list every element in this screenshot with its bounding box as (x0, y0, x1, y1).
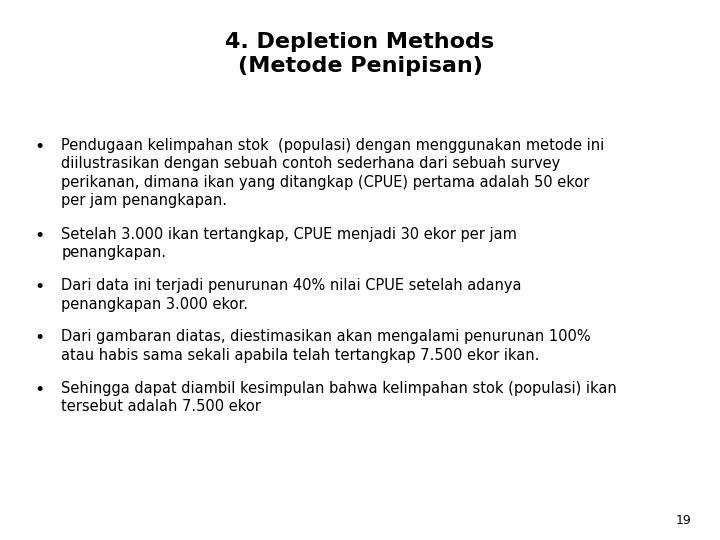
Text: •: • (35, 227, 45, 245)
Text: Setelah 3.000 ikan tertangkap, CPUE menjadi 30 ekor per jam
penangkapan.: Setelah 3.000 ikan tertangkap, CPUE menj… (61, 227, 517, 260)
Text: •: • (35, 278, 45, 296)
Text: •: • (35, 381, 45, 399)
Text: •: • (35, 329, 45, 347)
Text: Sehingga dapat diambil kesimpulan bahwa kelimpahan stok (populasi) ikan
tersebut: Sehingga dapat diambil kesimpulan bahwa … (61, 381, 617, 414)
Text: 19: 19 (675, 514, 691, 526)
Text: Dari gambaran diatas, diestimasikan akan mengalami penurunan 100%
atau habis sam: Dari gambaran diatas, diestimasikan akan… (61, 329, 591, 363)
Text: Dari data ini terjadi penurunan 40% nilai CPUE setelah adanya
penangkapan 3.000 : Dari data ini terjadi penurunan 40% nila… (61, 278, 522, 312)
Text: •: • (35, 138, 45, 156)
Text: 4. Depletion Methods
(Metode Penipisan): 4. Depletion Methods (Metode Penipisan) (225, 32, 495, 76)
Text: Pendugaan kelimpahan stok  (populasi) dengan menggunakan metode ini
diilustrasik: Pendugaan kelimpahan stok (populasi) den… (61, 138, 605, 208)
